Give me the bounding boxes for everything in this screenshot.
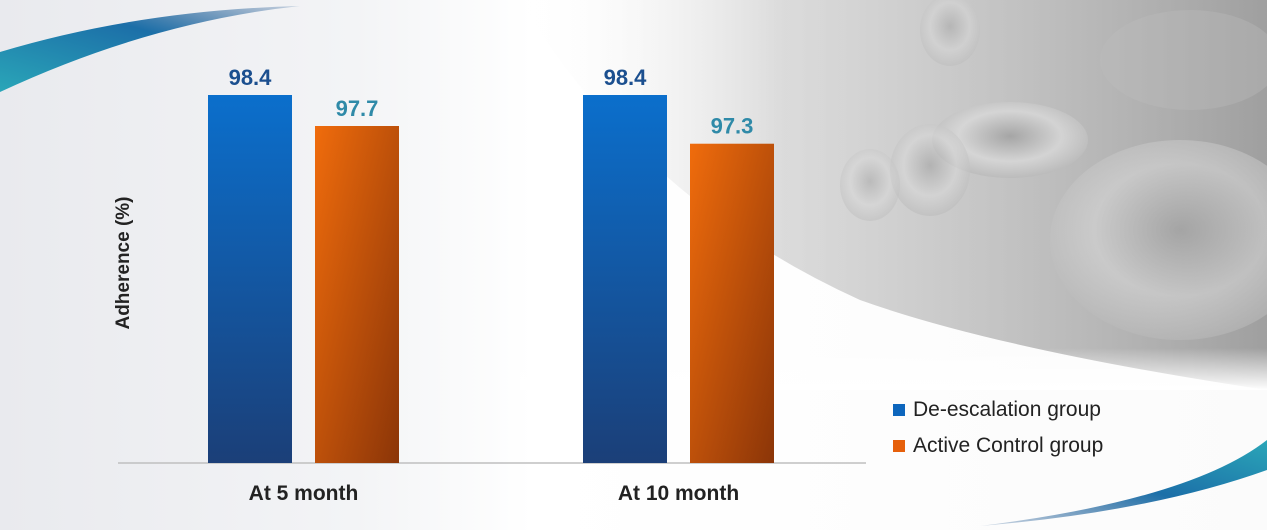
legend-label-de-escalation: De-escalation group [913, 398, 1101, 421]
bar-de-escalation-2 [583, 95, 667, 463]
legend-label-active-control: Active Control group [913, 434, 1104, 457]
legend-swatch-active-control [893, 440, 905, 452]
bar-de-escalation-1 [208, 95, 292, 463]
legend-item-de-escalation: De-escalation group [893, 392, 1193, 428]
data-label-active-control-1: 97.7 [336, 96, 379, 121]
category-label-2: At 10 month [618, 482, 739, 505]
legend-swatch-de-escalation [893, 404, 905, 416]
y-axis-label: Adherence (%) [113, 196, 134, 330]
legend-item-active-control: Active Control group [893, 428, 1193, 464]
data-label-de-escalation-1: 98.4 [229, 65, 273, 90]
bar-active-control-2 [690, 143, 774, 463]
legend: De-escalation group Active Control group [893, 392, 1193, 464]
data-label-active-control-2: 97.3 [711, 114, 754, 139]
data-label-de-escalation-2: 98.4 [604, 65, 648, 90]
bar-active-control-1 [315, 126, 399, 463]
category-label-1: At 5 month [249, 482, 359, 505]
